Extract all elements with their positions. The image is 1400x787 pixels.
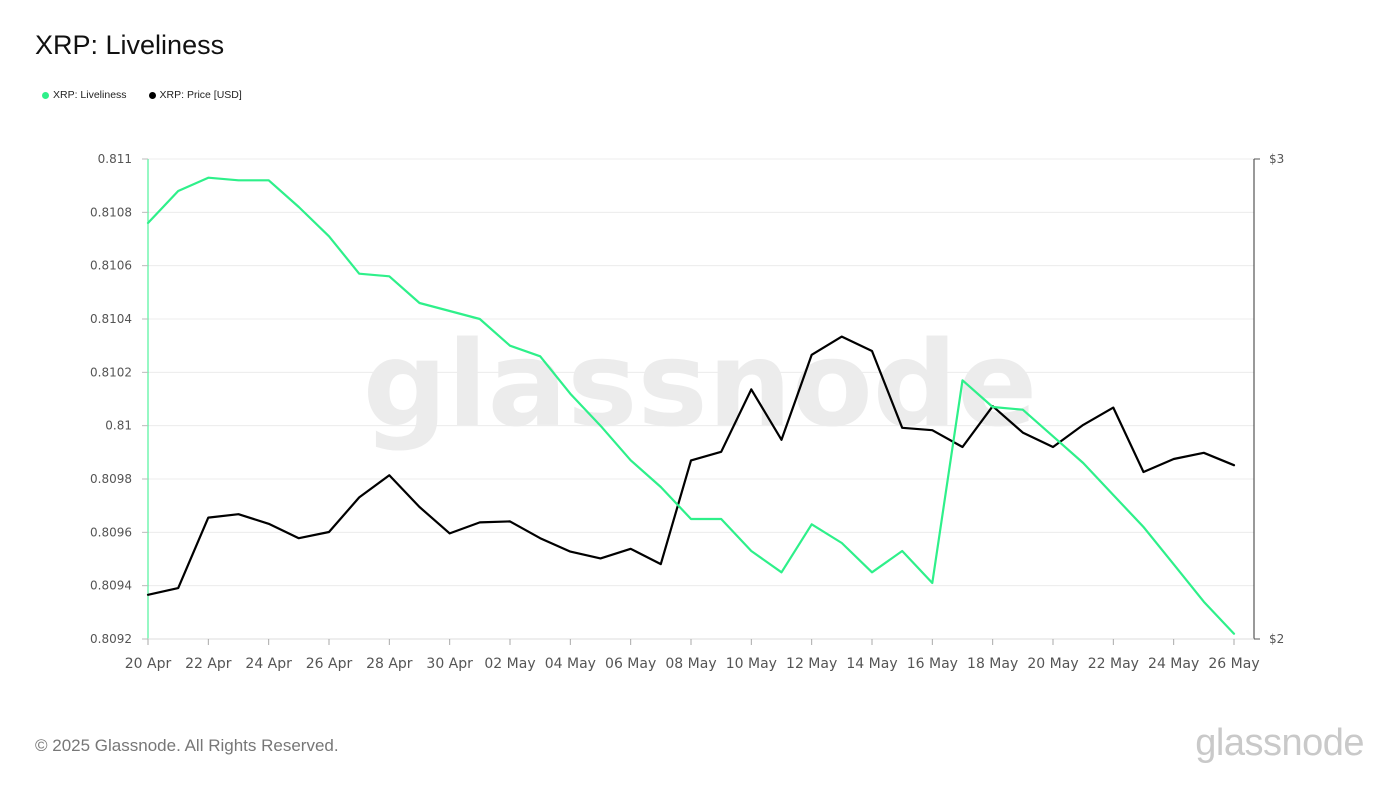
- chart-legend: XRP: Liveliness XRP: Price [USD]: [42, 89, 242, 101]
- legend-dot-price-icon: [148, 91, 156, 99]
- y-tick-label-right: $2: [1269, 632, 1284, 646]
- x-tick-label: 26 Apr: [306, 656, 353, 672]
- brand-logo: glassnode: [1195, 722, 1364, 764]
- legend-label-liveliness: XRP: Liveliness: [53, 89, 127, 101]
- x-axis-ticks: 20 Apr 22 Apr 24 Apr 26 Apr 28 Apr 30 Apr 02 M…: [125, 639, 1260, 672]
- chart-series: [146, 176, 1236, 635]
- chart-svg: glassnode 0.8110.81080.81060.81040.81020…: [90, 152, 1284, 672]
- y-axis-left-ticks: 0.811 0.8108 0.8106 0.8104 0.8102 0.81 0.8098 0…: [90, 152, 148, 646]
- x-tick-label: 14 May: [846, 656, 897, 672]
- x-tick-label: 30 Apr: [426, 656, 473, 672]
- x-tick-label: 22 May: [1088, 656, 1139, 672]
- x-tick-label: 10 May: [726, 656, 777, 672]
- legend-item-price[interactable]: XRP: Price [USD]: [148, 89, 242, 101]
- x-tick-label: 24 May: [1148, 656, 1199, 672]
- y-tick-label-left: 0.8106: [90, 259, 132, 273]
- x-tick-label: 12 May: [786, 656, 837, 672]
- y-tick-label-left: 0.8094: [90, 579, 132, 593]
- chart-gridlines: [148, 158, 1254, 640]
- legend-dot-liveliness-icon: [42, 91, 49, 99]
- y-axis-right-ticks: $3 $2: [1254, 152, 1284, 646]
- x-tick-label: 18 May: [967, 656, 1018, 672]
- y-tick-label-left: 0.8096: [90, 525, 132, 539]
- x-tick-label: 20 Apr: [125, 656, 172, 672]
- x-tick-label: 22 Apr: [185, 656, 232, 672]
- legend-item-liveliness[interactable]: XRP: Liveliness: [42, 89, 127, 101]
- y-tick-label-left: 0.8104: [90, 312, 132, 326]
- x-tick-label: 24 Apr: [245, 656, 292, 672]
- copyright-text: © 2025 Glassnode. All Rights Reserved.: [35, 736, 339, 755]
- x-tick-label: 28 Apr: [366, 656, 413, 672]
- y-tick-label-left: 0.81: [105, 419, 132, 433]
- chart-axes: [147, 159, 1255, 640]
- liveliness-line: [146, 176, 1236, 635]
- price-line: [146, 335, 1236, 596]
- x-tick-label: 08 May: [665, 656, 716, 672]
- y-tick-label-left: 0.8092: [90, 632, 132, 646]
- y-tick-label-right: $3: [1269, 152, 1284, 166]
- y-tick-label-left: 0.811: [98, 152, 132, 166]
- x-tick-label: 26 May: [1208, 656, 1259, 672]
- x-tick-label: 04 May: [545, 656, 596, 672]
- y-tick-label-left: 0.8098: [90, 472, 132, 486]
- page-title: XRP: Liveliness: [35, 30, 225, 60]
- x-tick-label: 02 May: [484, 656, 535, 672]
- x-tick-label: 20 May: [1027, 656, 1078, 672]
- y-tick-label-left: 0.8108: [90, 205, 132, 219]
- x-tick-label: 16 May: [907, 656, 958, 672]
- x-tick-label: 06 May: [605, 656, 656, 672]
- y-tick-label-left: 0.8102: [90, 365, 132, 379]
- legend-label-price: XRP: Price [USD]: [159, 89, 242, 101]
